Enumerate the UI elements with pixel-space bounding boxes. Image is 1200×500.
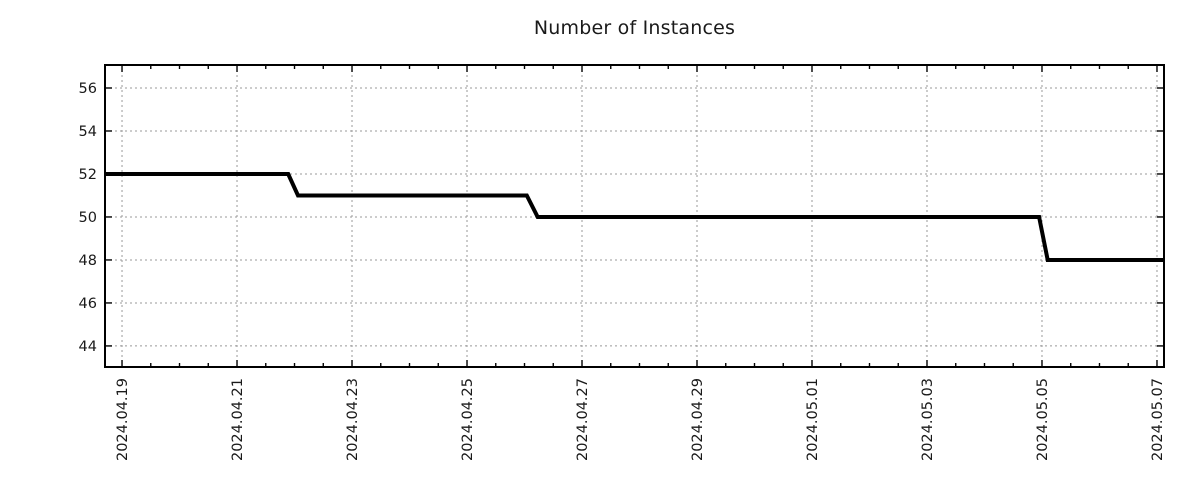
x-tick-label: 2024.04.21	[230, 378, 246, 461]
x-tick-label: 2024.05.05	[1035, 378, 1051, 461]
y-tick-label: 46	[79, 296, 97, 312]
x-tick-label: 2024.04.25	[460, 378, 476, 461]
x-tick-label: 2024.04.19	[115, 378, 131, 461]
y-tick-label: 52	[79, 167, 97, 183]
y-tick-label: 56	[79, 81, 97, 97]
x-tick-label: 2024.05.03	[920, 378, 936, 461]
plot-border	[104, 64, 1165, 368]
y-tick-label: 48	[79, 253, 97, 269]
x-tick-label: 2024.05.01	[805, 378, 821, 461]
series-line	[105, 172, 1164, 262]
y-tick-label: 44	[79, 339, 97, 355]
x-tick-label: 2024.04.29	[690, 378, 706, 461]
x-tick-label: 2024.04.27	[575, 378, 591, 461]
x-tick-label: 2024.05.07	[1150, 378, 1166, 461]
y-tick-label: 50	[79, 210, 97, 226]
chart-title: Number of Instances	[533, 17, 736, 39]
x-tick-label: 2024.04.23	[345, 378, 361, 461]
y-tick-label: 54	[79, 124, 97, 140]
